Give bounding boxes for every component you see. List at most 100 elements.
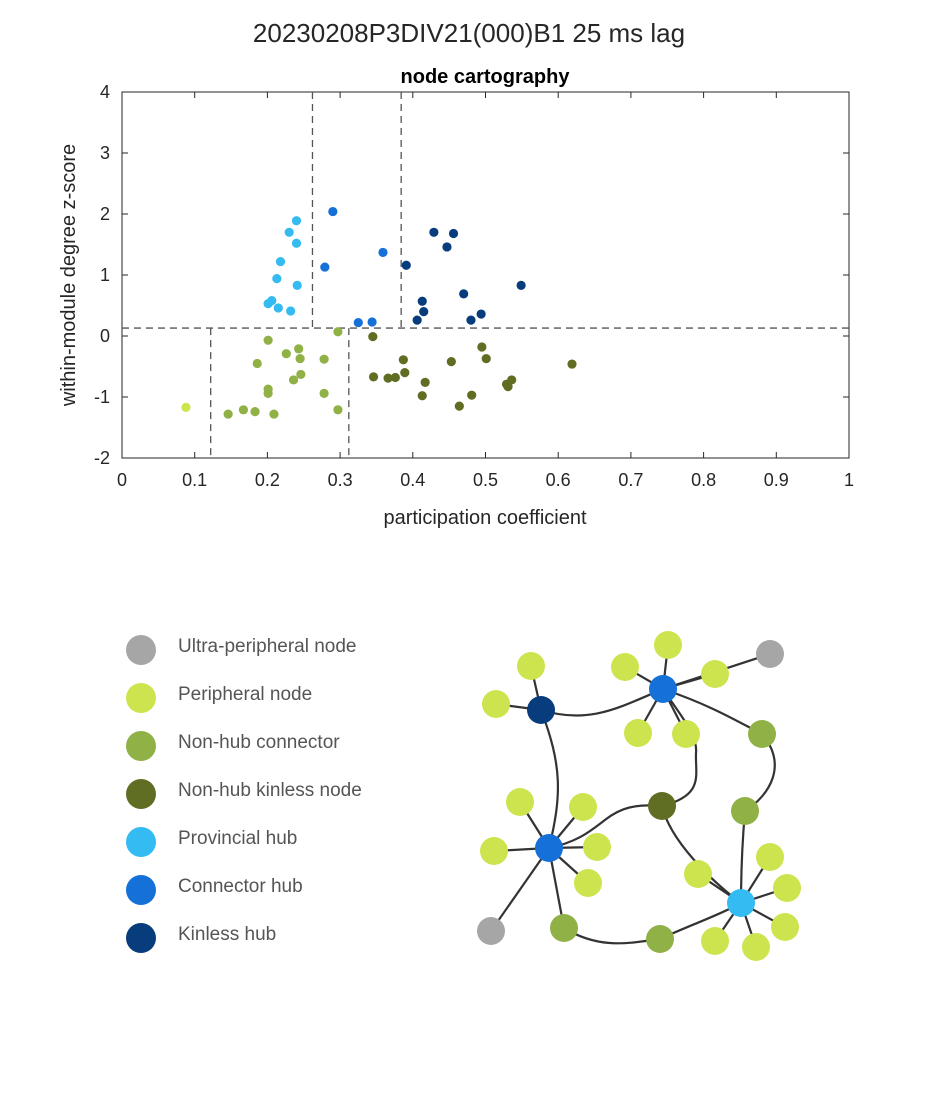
data-point-non-hub-connector [263, 388, 273, 398]
network-node-non-hub-kinless [648, 792, 676, 820]
network-node-peripheral [569, 793, 597, 821]
y-tick-label: -1 [94, 387, 110, 407]
x-tick-label: 0.3 [328, 470, 353, 490]
data-point-non-hub-connector [223, 409, 233, 419]
network-node-peripheral [742, 933, 770, 961]
legend-marker [126, 875, 156, 905]
data-point-provincial-hub [286, 306, 296, 316]
plot-frame [121, 91, 850, 459]
network-edge [539, 709, 560, 849]
network-edge [660, 805, 742, 904]
network-node-peripheral [624, 719, 652, 747]
data-point-provincial-hub [267, 296, 277, 306]
x-tick-label: 0.9 [764, 470, 789, 490]
data-point-non-hub-connector [252, 358, 262, 369]
legend-item-connector-hub: Connector hub [126, 872, 426, 920]
legend-label: Kinless hub [178, 924, 277, 945]
x-tick-label: 0.8 [691, 470, 716, 490]
data-point-non-hub-connector [250, 407, 260, 417]
data-point-non-hub-kinless [446, 357, 456, 367]
data-point-provincial-hub [292, 280, 302, 290]
x-tick-label: 0.4 [400, 470, 425, 490]
data-point-non-hub-kinless [454, 401, 464, 411]
data-point-non-hub-connector [263, 335, 273, 345]
network-node-non-hub-connector [731, 797, 759, 825]
network-edge [661, 688, 698, 808]
network-node-peripheral [684, 860, 712, 888]
data-point-non-hub-connector [296, 369, 306, 380]
network-node-connector-hub [535, 834, 563, 862]
data-point-non-hub-connector [294, 344, 304, 354]
network-node-peripheral [482, 690, 510, 718]
legend-label: Connector hub [178, 876, 303, 897]
node-role-legend: Ultra-peripheral node Peripheral node No… [126, 632, 426, 968]
network-node-peripheral [773, 874, 801, 902]
data-point-non-hub-kinless [481, 353, 491, 364]
data-point-non-hub-connector [333, 327, 343, 337]
data-point-provincial-hub [272, 274, 282, 284]
y-tick-label: 3 [100, 143, 110, 163]
data-point-non-hub-connector [238, 405, 249, 415]
y-tick-label: 0 [100, 326, 110, 346]
data-point-non-hub-kinless [503, 382, 513, 392]
data-point-provincial-hub [273, 303, 283, 313]
network-edge [548, 804, 663, 850]
legend-label: Non-hub connector [178, 732, 340, 753]
data-point-kinless-hub [476, 309, 486, 319]
data-point-non-hub-kinless [477, 342, 487, 352]
network-node-peripheral [654, 631, 682, 659]
data-point-connector-hub [378, 247, 388, 258]
data-point-non-hub-kinless [507, 375, 517, 385]
legend-marker [126, 635, 156, 665]
data-point-non-hub-kinless [400, 368, 410, 378]
data-point-connector-hub [320, 262, 330, 272]
data-point-provincial-hub [291, 238, 302, 248]
data-point-kinless-hub [516, 280, 526, 290]
chart-title: node cartography [401, 66, 571, 88]
x-tick-label: 0.1 [182, 470, 207, 490]
data-point-provincial-hub [284, 227, 294, 237]
data-point-non-hub-kinless [398, 355, 408, 365]
y-tick-label: 1 [100, 265, 110, 285]
legend-label: Ultra-peripheral node [178, 636, 357, 657]
x-tick-label: 0.7 [618, 470, 643, 490]
x-tick-label: 0 [117, 470, 127, 490]
legend-item-non-hub-kinless: Non-hub kinless node [126, 776, 426, 824]
data-point-provincial-hub [291, 216, 302, 226]
data-point-non-hub-connector [319, 354, 329, 364]
legend-item-non-hub-connector: Non-hub connector [126, 728, 426, 776]
network-node-non-hub-connector [748, 720, 776, 748]
y-tick-label: 2 [100, 204, 110, 224]
legend-item-peripheral: Peripheral node [126, 680, 426, 728]
data-point-kinless-hub [466, 315, 476, 325]
network-node-peripheral [574, 869, 602, 897]
plot-area: 0 0.1 0.2 0.3 0.4 0.5 0.6 0.7 0.8 0.9 1 -2 -1 0 1 2 3 4 [94, 82, 854, 490]
network-node-peripheral [611, 653, 639, 681]
network-node-peripheral [756, 843, 784, 871]
network-node-non-hub-connector [550, 914, 578, 942]
network-edge [490, 847, 550, 932]
x-tick-label: 0.6 [546, 470, 571, 490]
network-node-non-hub-connector [646, 925, 674, 953]
data-point-kinless-hub [429, 227, 439, 237]
legend-item-ultra-peripheral: Ultra-peripheral node [126, 632, 426, 680]
data-point-kinless-hub [417, 296, 427, 306]
legend-marker [126, 731, 156, 761]
x-tick-label: 0.5 [473, 470, 498, 490]
network-node-peripheral [480, 837, 508, 865]
data-point-connector-hub [353, 317, 363, 328]
y-tick-label: 4 [100, 82, 110, 102]
network-node-peripheral [701, 660, 729, 688]
data-point-provincial-hub [275, 256, 286, 267]
legend-label: Provincial hub [178, 828, 298, 849]
data-point-non-hub-kinless [420, 377, 430, 387]
network-edge [540, 687, 664, 717]
node-cartography-chart: node cartography 0 0.1 0.2 0.3 0.4 0.5 0.6 0.7 0… [58, 66, 854, 529]
data-point-non-hub-kinless [390, 372, 400, 383]
data-point-non-hub-connector [269, 409, 279, 419]
network-node-peripheral [701, 927, 729, 955]
network-edge [563, 927, 661, 945]
data-point-non-hub-kinless [368, 372, 379, 382]
legend-marker [126, 683, 156, 713]
network-node-ultra-peripheral [756, 640, 784, 668]
